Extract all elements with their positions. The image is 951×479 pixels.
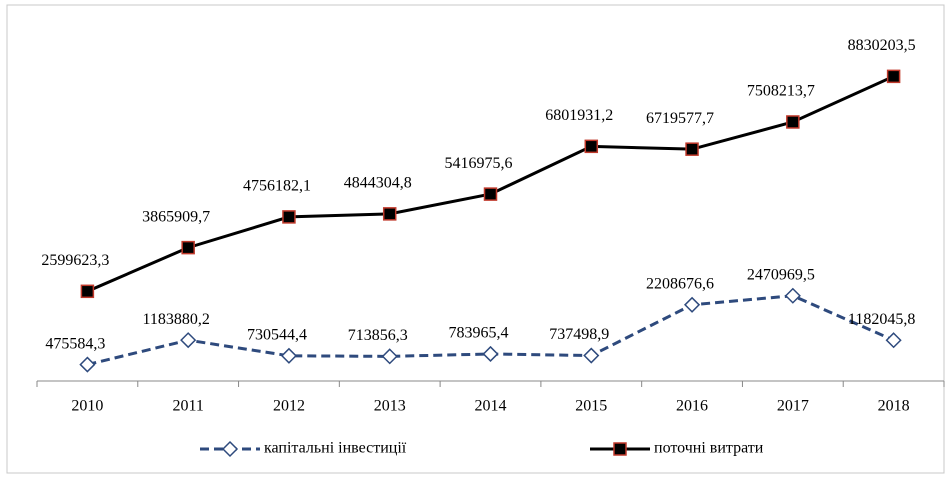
data-point	[79, 356, 96, 373]
data-point	[80, 284, 95, 299]
data-point	[382, 207, 397, 221]
x-tick-label: 2018	[878, 398, 910, 415]
x-tick-label: 2015	[575, 398, 607, 415]
x-tick-label: 2014	[475, 398, 507, 415]
series-line	[86, 74, 895, 293]
data-label: 4756182,1	[243, 178, 311, 195]
data-point	[180, 332, 197, 349]
x-tick-label: 2011	[172, 398, 203, 415]
data-point	[280, 347, 298, 364]
x-tick-label: 2010	[71, 398, 103, 415]
x-tick-label: 2016	[676, 398, 708, 415]
data-point	[786, 115, 800, 129]
data-label: 783965,4	[449, 325, 509, 342]
data-label: 2470969,5	[747, 266, 815, 283]
data-label: 2599623,3	[41, 252, 109, 269]
data-point	[784, 287, 801, 304]
legend-marker	[221, 440, 239, 458]
data-point	[381, 348, 398, 365]
data-label: 475584,3	[45, 335, 105, 352]
data-label: 5416975,6	[445, 155, 513, 172]
data-label: 6719577,7	[646, 110, 714, 127]
data-label: 7508213,7	[747, 83, 815, 100]
data-point	[683, 296, 701, 313]
data-point	[885, 332, 902, 349]
data-point	[282, 210, 296, 224]
x-tick-label: 2017	[777, 398, 809, 415]
data-label: 1182045,8	[848, 311, 915, 328]
data-point	[886, 69, 901, 84]
data-point	[583, 347, 600, 364]
data-point	[685, 142, 699, 156]
data-label: 6801931,2	[545, 107, 613, 124]
x-tick-label: 2013	[374, 398, 406, 415]
data-point	[584, 139, 599, 154]
data-label: 8830203,5	[848, 37, 916, 54]
data-label: 1183880,2	[142, 311, 209, 328]
data-point	[483, 187, 498, 201]
x-tick-label: 2012	[273, 398, 305, 415]
data-point	[482, 345, 499, 363]
data-label: 730544,4	[247, 326, 307, 343]
data-label: 713856,3	[348, 327, 408, 344]
data-label: 4844304,8	[344, 175, 412, 192]
data-point	[181, 240, 195, 255]
data-label: 2208676,6	[646, 275, 714, 292]
legend-label: капітальні інвестиції	[264, 440, 407, 457]
chart-frame	[6, 4, 945, 474]
data-label: 737498,9	[549, 326, 609, 343]
legend-label: поточні витрати	[654, 440, 764, 457]
legend-marker	[613, 442, 627, 456]
data-label: 3865909,7	[142, 208, 210, 225]
